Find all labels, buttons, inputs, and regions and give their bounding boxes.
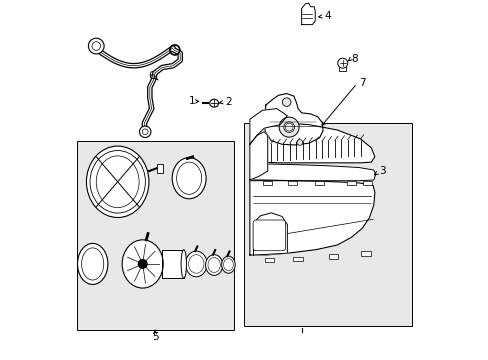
Bar [339, 67, 346, 71]
Text: 8: 8 [351, 54, 358, 64]
Text: 4: 4 [324, 11, 331, 21]
Bar [363, 181, 371, 185]
Text: 5: 5 [152, 332, 158, 342]
Ellipse shape [77, 243, 108, 284]
Text: 1: 1 [188, 96, 195, 107]
Bar [288, 181, 296, 185]
Polygon shape [249, 109, 287, 144]
Circle shape [296, 140, 302, 145]
Bar [315, 181, 323, 185]
Bar [264, 258, 274, 262]
Polygon shape [249, 132, 267, 180]
Circle shape [337, 58, 347, 68]
Ellipse shape [205, 255, 222, 275]
Polygon shape [301, 3, 315, 24]
Ellipse shape [86, 146, 149, 217]
Bar [293, 257, 302, 261]
Ellipse shape [209, 99, 218, 107]
Ellipse shape [221, 256, 235, 273]
Bar [328, 254, 338, 258]
Bar [361, 251, 370, 256]
Circle shape [282, 98, 290, 107]
Ellipse shape [181, 249, 186, 278]
Bar [346, 181, 355, 185]
Circle shape [139, 126, 151, 138]
Polygon shape [264, 94, 323, 145]
Bar [77, 141, 233, 330]
FancyBboxPatch shape [253, 220, 285, 251]
Text: 7: 7 [359, 78, 366, 88]
Circle shape [88, 38, 104, 54]
Polygon shape [162, 249, 183, 278]
Circle shape [138, 260, 147, 268]
Ellipse shape [185, 251, 206, 277]
Polygon shape [249, 164, 375, 181]
Text: 2: 2 [224, 97, 231, 107]
Polygon shape [249, 180, 374, 255]
Bar [244, 123, 411, 327]
Ellipse shape [172, 158, 205, 199]
Circle shape [279, 117, 299, 137]
Bar [157, 164, 163, 173]
Text: 3: 3 [379, 166, 386, 176]
Polygon shape [251, 123, 374, 163]
Text: 6: 6 [147, 71, 154, 81]
Bar [263, 181, 271, 185]
Ellipse shape [122, 240, 163, 288]
Polygon shape [253, 213, 287, 255]
